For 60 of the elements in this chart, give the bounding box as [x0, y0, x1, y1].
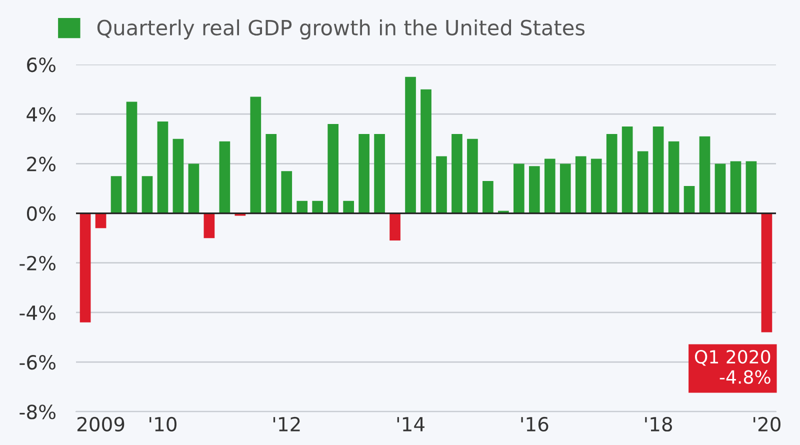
bar — [405, 76, 416, 214]
bar — [343, 200, 354, 214]
bar — [80, 213, 91, 322]
bar — [142, 176, 153, 214]
bar — [420, 89, 432, 214]
bar — [157, 122, 168, 214]
x-tick-label: '18 — [645, 416, 672, 432]
bar — [590, 158, 602, 214]
bar — [95, 213, 106, 228]
y-tick-label: 6% — [27, 57, 56, 72]
bar — [514, 164, 524, 214]
bar — [110, 176, 122, 214]
bar — [390, 213, 400, 241]
x-tick-label: '14 — [397, 417, 424, 432]
bar — [761, 213, 772, 332]
y-tick-label: -8% — [20, 404, 56, 420]
bar — [668, 141, 680, 214]
bar — [730, 161, 742, 214]
bar — [606, 134, 618, 214]
bar — [250, 96, 262, 214]
bar — [528, 166, 540, 214]
bar — [436, 156, 447, 214]
bar — [281, 171, 292, 214]
y-tick-label: 4% — [26, 107, 56, 122]
x-tick-label: '16 — [521, 416, 548, 432]
bar — [358, 134, 370, 214]
legend-label: Quarterly real GDP growth in the United States — [97, 19, 585, 40]
bar — [746, 161, 757, 214]
y-tick-label: -4% — [20, 305, 56, 320]
bar — [714, 164, 726, 214]
x-tick-label: '20 — [754, 416, 780, 432]
y-tick-label: 2% — [27, 156, 56, 172]
bar — [622, 126, 633, 214]
bar — [328, 124, 338, 214]
x-tick-label: '10 — [150, 416, 176, 432]
bar — [296, 200, 308, 214]
bar — [172, 138, 184, 214]
bar — [374, 134, 385, 214]
bar — [699, 136, 710, 214]
y-tick-label: 0% — [26, 206, 56, 221]
bar — [312, 200, 324, 214]
bar — [188, 164, 200, 214]
x-tick-label: 2009 — [77, 416, 124, 432]
bar — [219, 141, 230, 214]
bar — [684, 186, 695, 214]
bar — [204, 213, 215, 238]
y-tick-label: -2% — [20, 256, 56, 271]
bar — [575, 156, 586, 214]
bar — [560, 164, 571, 214]
y-tick-label: -6% — [20, 354, 56, 370]
bar — [467, 138, 478, 214]
x-tick-label: '12 — [273, 416, 300, 432]
bar — [126, 102, 138, 214]
bar — [452, 134, 462, 214]
bar — [266, 134, 277, 214]
bar — [652, 126, 664, 214]
annotation: Q1 2020 -4.8% — [694, 350, 770, 384]
bar — [637, 151, 648, 214]
bar — [544, 158, 556, 214]
bar — [482, 181, 494, 214]
